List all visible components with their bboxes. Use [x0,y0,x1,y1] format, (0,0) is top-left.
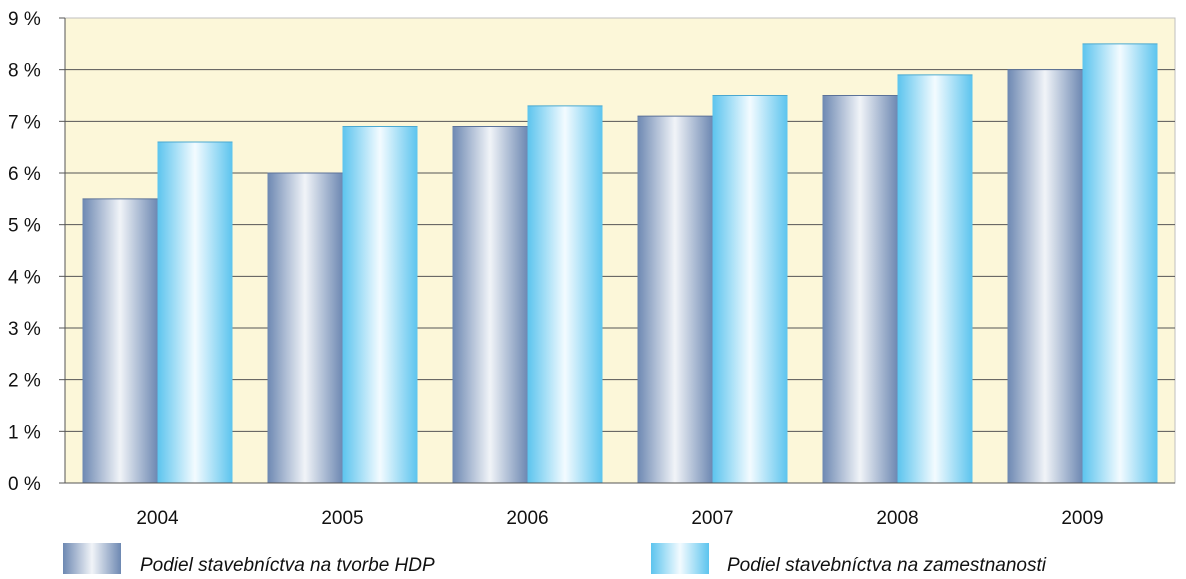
bar-series-1-2008 [822,95,898,483]
y-tick-label: 8 % [8,61,41,82]
bar-series-2-2004 [157,142,233,483]
x-tick-label: 2005 [321,508,363,529]
y-tick-label: 5 % [8,216,41,237]
bar-series-2-2009 [1082,43,1158,483]
y-tick-label: 2 % [8,371,41,392]
bar-series-1-2004 [82,198,158,484]
x-tick-label: 2007 [691,508,733,529]
legend: Podiel stavebníctva na tvorbe HDP Podiel… [63,543,1047,576]
legend-label-series-1: Podiel stavebníctva na tvorbe HDP [140,555,435,574]
x-tick-label: 2004 [136,508,179,529]
bar-series-2-2005 [342,126,418,483]
bar-series-1-2005 [267,173,343,483]
x-tick-label: 2008 [876,508,918,529]
y-tick-label: 9 % [8,9,41,30]
bar-series-2-2006 [527,105,603,483]
y-tick-label: 0 % [8,474,41,495]
bar-series-1-2006 [452,126,528,483]
y-tick-label: 4 % [8,267,41,288]
plot-area [64,17,1176,484]
bar-series-2-2007 [712,95,788,483]
y-tick-label: 3 % [8,319,41,340]
y-tick-label: 7 % [8,112,41,133]
x-tick-label: 2009 [1061,508,1103,529]
bar-series-2-2008 [897,74,973,483]
legend-swatch-series-1 [63,543,121,574]
bar-series-1-2009 [1007,69,1083,484]
y-tick-label: 6 % [8,164,41,185]
x-tick-label: 2006 [506,508,548,529]
bar-series-1-2007 [637,116,713,484]
y-tick-label: 1 % [8,422,41,443]
legend-label-series-2: Podiel stavebníctva na zamestnanosti [727,555,1047,574]
legend-swatch-series-2 [651,543,709,574]
